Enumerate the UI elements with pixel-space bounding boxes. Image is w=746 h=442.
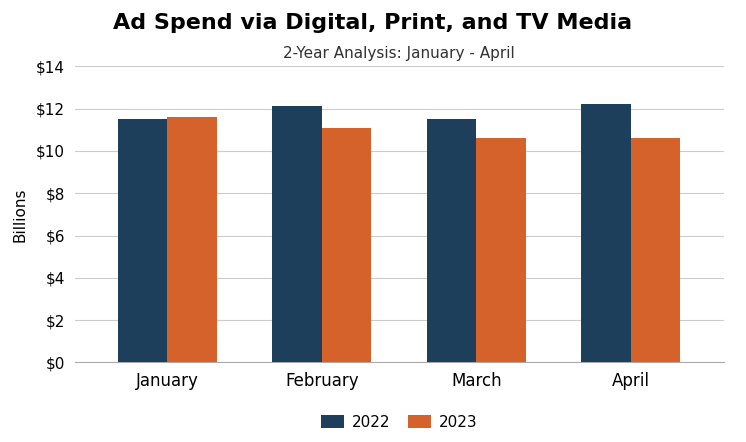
Y-axis label: Billions: Billions	[13, 187, 28, 242]
Bar	[581, 104, 631, 362]
Bar	[118, 119, 167, 362]
Bar	[631, 138, 680, 362]
Title: 2-Year Analysis: January - April: 2-Year Analysis: January - April	[283, 46, 515, 61]
Bar	[167, 117, 217, 362]
Legend: 2022, 2023: 2022, 2023	[315, 408, 483, 436]
Bar	[272, 107, 322, 362]
Text: Ad Spend via Digital, Print, and TV Media: Ad Spend via Digital, Print, and TV Medi…	[113, 13, 633, 33]
Bar	[477, 138, 526, 362]
Bar	[427, 119, 477, 362]
Bar	[322, 128, 372, 362]
